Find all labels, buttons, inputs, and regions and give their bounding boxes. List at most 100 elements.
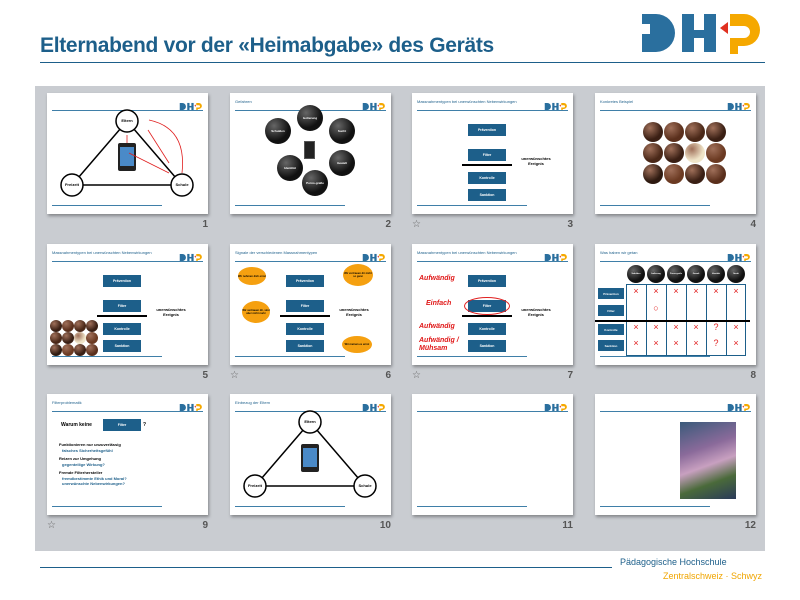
table-bomb-header: Porno-grafie [667,265,685,283]
slide-header-line [52,411,203,412]
measure-box: Filter [286,300,324,312]
animation-star-icon[interactable]: ☆ [412,219,421,230]
slide-thumbnail-4[interactable]: Konkretes Beispiel [595,93,756,214]
chocolate [74,320,86,332]
table-row-header: Filter [598,305,624,316]
slide-thumbnail-5[interactable]: Massnahmentypen bei unerwünschten Nebenw… [47,244,208,365]
slide-thumbnail-12[interactable] [595,394,756,515]
node-label: Eltern [121,118,133,123]
measure-box: Kontrolle [286,323,324,335]
bomb-6: Porno-grafie [302,170,328,196]
chocolate [706,164,726,184]
chocolate [685,164,705,184]
table-mark: × [733,286,739,296]
animation-star-icon[interactable]: ☆ [412,370,421,381]
phz-logo-mini [544,249,568,267]
bullet-item: Reizen zur Umgehung [59,456,102,461]
chocolate [62,320,74,332]
table-mark: × [693,322,699,332]
bomb-4: Identität [277,155,303,181]
separator-line [97,315,147,317]
event-label: unerwünschtes Ereignis [521,307,551,317]
slide-thumbnail-6[interactable]: Signale der verschiedenen Massnahmentype… [230,244,391,365]
measure-box: Kontrolle [468,323,506,335]
slide-thumbnail-9[interactable]: Filterproblematik Warum keine Filter? Funkt… [47,394,208,515]
animation-star-icon[interactable]: ☆ [230,370,239,381]
separator-line [280,315,330,317]
slide-number: 3 [567,219,573,230]
event-label: unerwünschtes Ereignis [339,307,369,317]
measure-box: Prävention [468,275,506,287]
slide-footer-line [417,506,527,507]
speech-bubble: Wir nehmen dich ernst [238,267,266,285]
slide-number: 10 [379,520,391,531]
chocolate [664,143,684,163]
phz-logo-mini [362,249,386,267]
phz-logo-mini [544,98,568,116]
phz-logo [638,10,766,61]
slide-thumbnail-2[interactable]: Gefahren Schulden Isolierung Sucht Identität… [230,93,391,214]
measure-box: Sanktion [103,340,141,352]
slide-thumbnail-7[interactable]: Massnahmentypen bei unerwünschten Nebenw… [412,244,573,365]
table-mark: × [653,338,659,348]
slide-footer-line [600,205,710,206]
chocolate [86,320,98,332]
table-bomb-header: Gewalt [687,265,705,283]
slide-footer-line [235,356,345,357]
table-mark: × [633,286,639,296]
phz-logo-mini [179,98,203,116]
animation-star-icon[interactable]: ☆ [47,520,56,531]
slide-footer-line [52,356,162,357]
table-mark: × [673,286,679,296]
triangle-diagram [60,109,194,197]
table-mark: ? [713,338,719,348]
slide-title: Was haben wir getan [600,250,638,255]
slide-number: 12 [744,520,756,531]
question-mark: ? [143,422,147,428]
chocolate [685,122,705,142]
sub-bullet-item: gegenteilige Wirkung? [62,462,105,467]
chocolate [664,164,684,184]
chocolate [86,332,98,344]
chocolate [706,122,726,142]
table-mark: × [673,322,679,332]
slide-footer-line [600,356,710,357]
node-label: Freizeit [64,182,79,187]
table-mark: × [693,338,699,348]
slide-number: 11 [562,520,573,531]
highlight-ellipse [464,297,510,315]
slide-thumbnail-3[interactable]: Massnahmentypen bei unerwünschten Nebenw… [412,93,573,214]
smartphone-image [304,141,315,159]
slide-title: Massnahmentypen bei unerwünschten Nebenw… [417,99,517,104]
sub-bullet-item: unerwünschte Nebenwirkungen? [62,481,125,486]
slide-header-line [417,411,568,412]
effort-label: Aufwändig [419,275,455,282]
slide-thumbnail-1[interactable]: Eltern Freizeit Schule [47,93,208,214]
question-text: Warum keine [61,422,92,428]
effort-label: Aufwändig [419,323,455,330]
node-label: Eltern [304,419,316,424]
slide-number: 5 [202,370,208,381]
effort-label: Aufwändig / Mühsam [419,337,459,352]
sub-bullet-item: falsches Sicherheitsgefühl [62,448,113,453]
chocolate [664,122,684,142]
slide-header-line [235,261,386,262]
measure-box: Sanktion [468,340,506,352]
speech-bubble: Wir vertrauen dir nicht so ganz [343,264,373,286]
slide-thumbnail-11[interactable] [412,394,573,515]
slide-header-line [600,261,751,262]
table-row-header: Kontrolle [598,324,624,335]
table-mark: × [673,338,679,348]
measure-box: Kontrolle [468,172,506,184]
phz-logo-mini [362,98,386,116]
chocolate [62,332,74,344]
slide-title: Konkretes Beispiel [600,99,634,104]
table-bomb-header: Isolierung [647,265,665,283]
footer-divider [40,567,612,568]
table-mark: × [633,322,639,332]
slide-number: 7 [567,370,573,381]
slide-footer-line [52,205,162,206]
slide-thumbnail-10[interactable]: Einbezug der Eltern Eltern Freizeit Schule [230,394,391,515]
slide-thumbnail-8[interactable]: Was haben wir getan Schulden Isolierung Por… [595,244,756,365]
speech-bubble: Wir vertrauen dir, sind aber nicht mehr [242,301,270,323]
